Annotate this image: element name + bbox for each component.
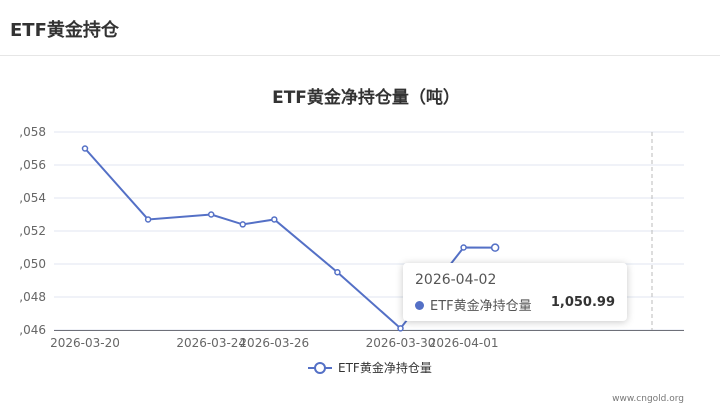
y-tick-label: ,054: [19, 191, 46, 205]
y-tick-label: ,058: [19, 125, 46, 139]
tooltip: 2026-04-02 ETF黄金净持仓量 1,050.99: [403, 263, 627, 321]
chart-title: ETF黄金净持仓量（吨）: [272, 87, 460, 108]
y-axis: ,046 ,048 ,050 ,052 ,054 ,056 ,058: [19, 125, 46, 337]
line-chart[interactable]: ETF黄金净持仓量（吨） ,046 ,048 ,050 ,052 ,054 ,056 ,05…: [0, 57, 720, 406]
legend-marker-icon: [314, 362, 326, 374]
y-tick-label: ,046: [19, 323, 46, 337]
data-point[interactable]: [490, 243, 500, 252]
legend[interactable]: ETF黄金净持仓量: [308, 360, 432, 375]
tooltip-value: 1,050.99: [550, 295, 615, 310]
y-tick-label: ,052: [19, 224, 46, 238]
data-point[interactable]: [397, 325, 404, 332]
y-tick-label: ,056: [19, 158, 46, 172]
page-header: ETF黄金持仓: [0, 0, 720, 56]
legend-label: ETF黄金净持仓量: [338, 360, 432, 375]
x-tick-label: 2026-03-24: [176, 336, 246, 350]
tooltip-series-name: ETF黄金净持仓量: [430, 299, 532, 314]
data-point[interactable]: [239, 221, 246, 228]
x-tick-label: 2026-03-20: [50, 336, 120, 350]
series-dot-icon: [415, 301, 424, 310]
grid-layer: [54, 131, 684, 331]
data-point[interactable]: [271, 216, 278, 223]
data-point[interactable]: [334, 269, 341, 276]
tooltip-row: ETF黄金净持仓量 1,050.99: [415, 295, 615, 314]
data-point[interactable]: [460, 244, 467, 251]
data-point[interactable]: [144, 216, 152, 223]
tooltip-date: 2026-04-02: [415, 272, 497, 288]
y-tick-label: ,048: [19, 290, 46, 304]
x-tick-label: 2026-03-30: [366, 336, 436, 350]
x-tick-label: 2026-04-01: [429, 336, 499, 350]
page-title: ETF黄金持仓: [10, 20, 119, 41]
x-tick-label: 2026-03-26: [239, 336, 309, 350]
data-point[interactable]: [207, 211, 215, 218]
y-tick-label: ,050: [19, 257, 46, 271]
data-point[interactable]: [81, 145, 89, 152]
source-watermark: www.cngold.org: [612, 394, 684, 404]
